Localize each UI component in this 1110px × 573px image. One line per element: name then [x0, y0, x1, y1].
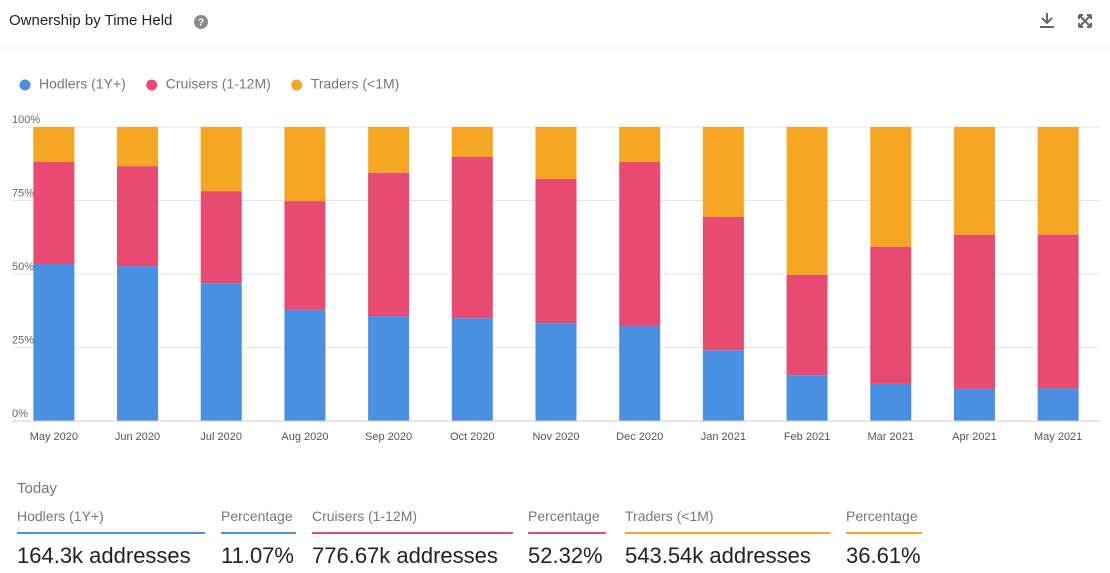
bar-segment: [953, 388, 995, 421]
legend-marker: [19, 79, 31, 91]
bar-segment: [1037, 234, 1079, 389]
bar-segment: [619, 127, 661, 162]
bar-segment: [619, 161, 661, 327]
summary-value: 36.61%: [846, 543, 921, 568]
x-tick-label: Oct 2020: [450, 431, 495, 443]
summary-value: 11.07%: [221, 543, 294, 568]
y-tick-label: 0%: [12, 408, 28, 420]
x-tick-label: May 2020: [30, 431, 78, 443]
bar-segment: [33, 161, 75, 265]
help-icon[interactable]: ?: [194, 15, 208, 29]
bar-segment: [953, 127, 995, 235]
summary-value: 52.32%: [528, 543, 603, 568]
bar-segment: [33, 127, 75, 162]
summary-heading: Cruisers (1-12M): [312, 508, 513, 534]
x-tick-label: Apr 2021: [952, 431, 997, 443]
bar-segment: [870, 246, 912, 384]
bar-segment: [702, 127, 744, 217]
x-tick-label: Aug 2020: [281, 431, 328, 443]
bar-segment: [451, 156, 493, 319]
bar-segment: [200, 127, 242, 192]
summary-value: 164.3k addresses: [17, 543, 191, 568]
legend-item[interactable]: Hodlers (1Y+): [19, 76, 126, 92]
x-tick-label: Jan 2021: [701, 431, 746, 443]
bar-segment: [368, 127, 410, 173]
legend-label: Hodlers (1Y+): [39, 76, 126, 92]
bar-segment: [117, 127, 159, 167]
summary-column: Hodlers (1Y+) 164.3k addresses: [17, 508, 205, 569]
bar-segment: [284, 201, 326, 310]
chart-title: Ownership by Time Held: [9, 12, 172, 29]
expand-icon[interactable]: [1078, 14, 1092, 28]
bar-segment: [535, 179, 577, 324]
bar-segment: [786, 375, 828, 421]
bar-segment: [786, 274, 828, 376]
summary: Today Hodlers (1Y+) 164.3k addresses Perce…: [0, 470, 1110, 570]
legend-item[interactable]: Traders (<1M): [291, 76, 399, 92]
y-tick-label: 100%: [12, 114, 40, 126]
y-tick-label: 25%: [12, 334, 34, 346]
y-tick-label: 75%: [12, 187, 34, 199]
y-tick-label: 50%: [12, 261, 34, 273]
x-tick-label: Jun 2020: [115, 431, 160, 443]
legend-marker: [291, 79, 303, 91]
summary-column: Percentage 11.07%: [221, 508, 296, 569]
bar-segment: [284, 309, 326, 421]
summary-column: Traders (<1M) 543.54k addresses: [625, 508, 830, 569]
summary-heading: Hodlers (1Y+): [17, 508, 205, 534]
legend-item[interactable]: Cruisers (1-12M): [146, 76, 271, 92]
summary-heading: Traders (<1M): [625, 508, 830, 534]
summary-value: 543.54k addresses: [625, 543, 811, 568]
x-tick-label: Jul 2020: [200, 431, 242, 443]
bar-segment: [702, 350, 744, 421]
x-tick-label: Dec 2020: [616, 431, 663, 443]
x-tick-label: Nov 2020: [532, 431, 579, 443]
chart: Ownership by Time Held ? Hodlers (1Y+) Cr…: [0, 12, 1110, 443]
bar-segment: [619, 326, 661, 421]
bar-segment: [870, 383, 912, 421]
summary-heading: Percentage: [846, 508, 922, 534]
bar-segment: [117, 166, 159, 267]
summary-heading: Percentage: [221, 508, 296, 534]
bar-segment: [284, 127, 326, 202]
x-tick-label: Sep 2020: [365, 431, 412, 443]
bar-segment: [200, 191, 242, 284]
x-tick-label: Feb 2021: [784, 431, 830, 443]
summary-column: Percentage 52.32%: [528, 508, 606, 569]
summary-label: Today: [17, 480, 58, 497]
bar-segment: [535, 127, 577, 180]
svg-text:?: ?: [198, 18, 204, 29]
bar-segment: [451, 318, 493, 421]
bar-segment: [451, 127, 493, 157]
legend-label: Cruisers (1-12M): [166, 76, 271, 92]
legend-label: Traders (<1M): [311, 76, 400, 92]
bar-segment: [368, 316, 410, 421]
summary-column: Cruisers (1-12M) 776.67k addresses: [312, 508, 513, 569]
bar-segment: [870, 127, 912, 247]
bar-segment: [702, 216, 744, 351]
summary-heading: Percentage: [528, 508, 606, 534]
bar-segment: [953, 234, 995, 389]
download-icon[interactable]: [1040, 13, 1054, 28]
legend-marker: [146, 79, 158, 91]
bar-segment: [1037, 388, 1079, 421]
bar-segment: [1037, 127, 1079, 235]
bar-segment: [786, 127, 828, 275]
bar-segment: [368, 172, 410, 317]
bar-segment: [33, 264, 75, 421]
summary-column: Percentage 36.61%: [846, 508, 922, 569]
bar-segment: [535, 323, 577, 421]
x-tick-label: May 2021: [1034, 431, 1082, 443]
x-tick-label: Mar 2021: [868, 431, 914, 443]
bar-segment: [117, 266, 159, 421]
bar-segment: [200, 283, 242, 421]
summary-value: 776.67k addresses: [312, 543, 498, 568]
